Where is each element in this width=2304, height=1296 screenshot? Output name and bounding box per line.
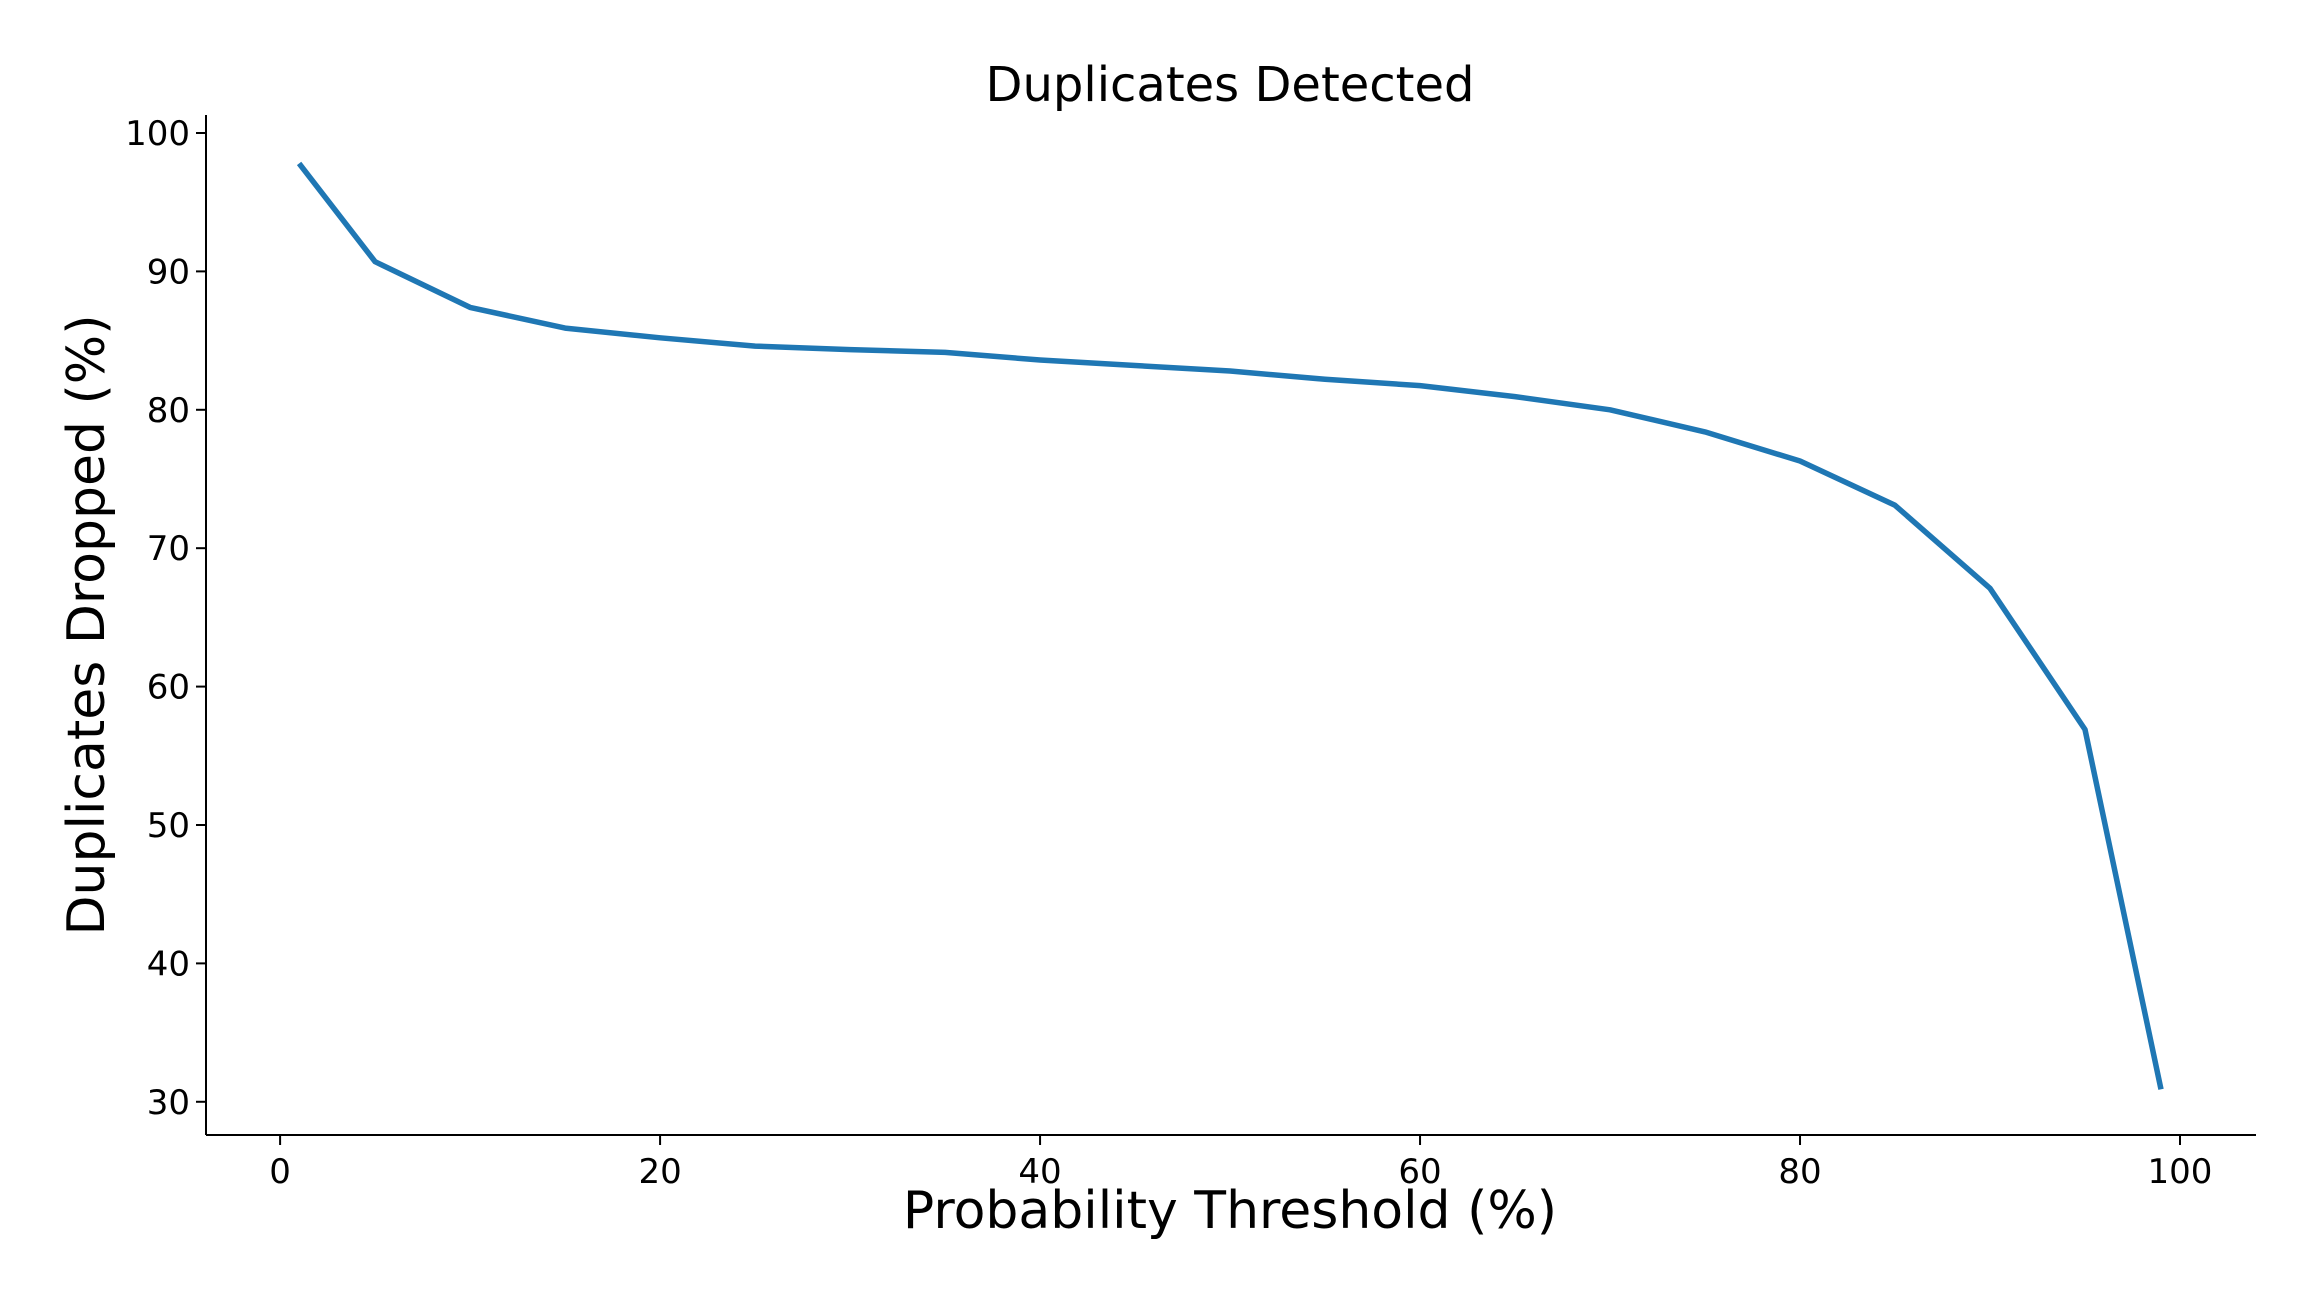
x-tick-label: 60: [1398, 1152, 1441, 1192]
plot-area: 0 20 40 60 80 100 30 40 50 60 70 80 90 100: [125, 114, 2256, 1192]
y-tick-label: 80: [147, 391, 190, 431]
x-tick-label: 40: [1018, 1152, 1061, 1192]
x-tick-label: 20: [638, 1152, 681, 1192]
y-tick-label: 60: [147, 668, 190, 708]
y-tick-label: 50: [147, 806, 190, 846]
x-tick-label: 0: [269, 1152, 291, 1192]
y-axis-label: Duplicates Dropped (%): [57, 315, 117, 936]
x-axis-label: Probability Threshold (%): [903, 1181, 1557, 1241]
x-ticks: 0 20 40 60 80 100: [269, 1135, 2212, 1192]
y-tick-label: 40: [147, 944, 190, 984]
x-tick-label: 100: [2148, 1152, 2213, 1192]
chart-title: Duplicates Detected: [986, 57, 1475, 113]
x-tick-label: 80: [1778, 1152, 1821, 1192]
y-ticks: 30 40 50 60 70 80 90 100: [125, 114, 206, 1123]
y-tick-label: 30: [147, 1083, 190, 1123]
y-tick-label: 70: [147, 529, 190, 569]
y-tick-label: 90: [147, 252, 190, 292]
y-tick-label: 100: [125, 114, 190, 154]
series-line: [296, 161, 2164, 1090]
